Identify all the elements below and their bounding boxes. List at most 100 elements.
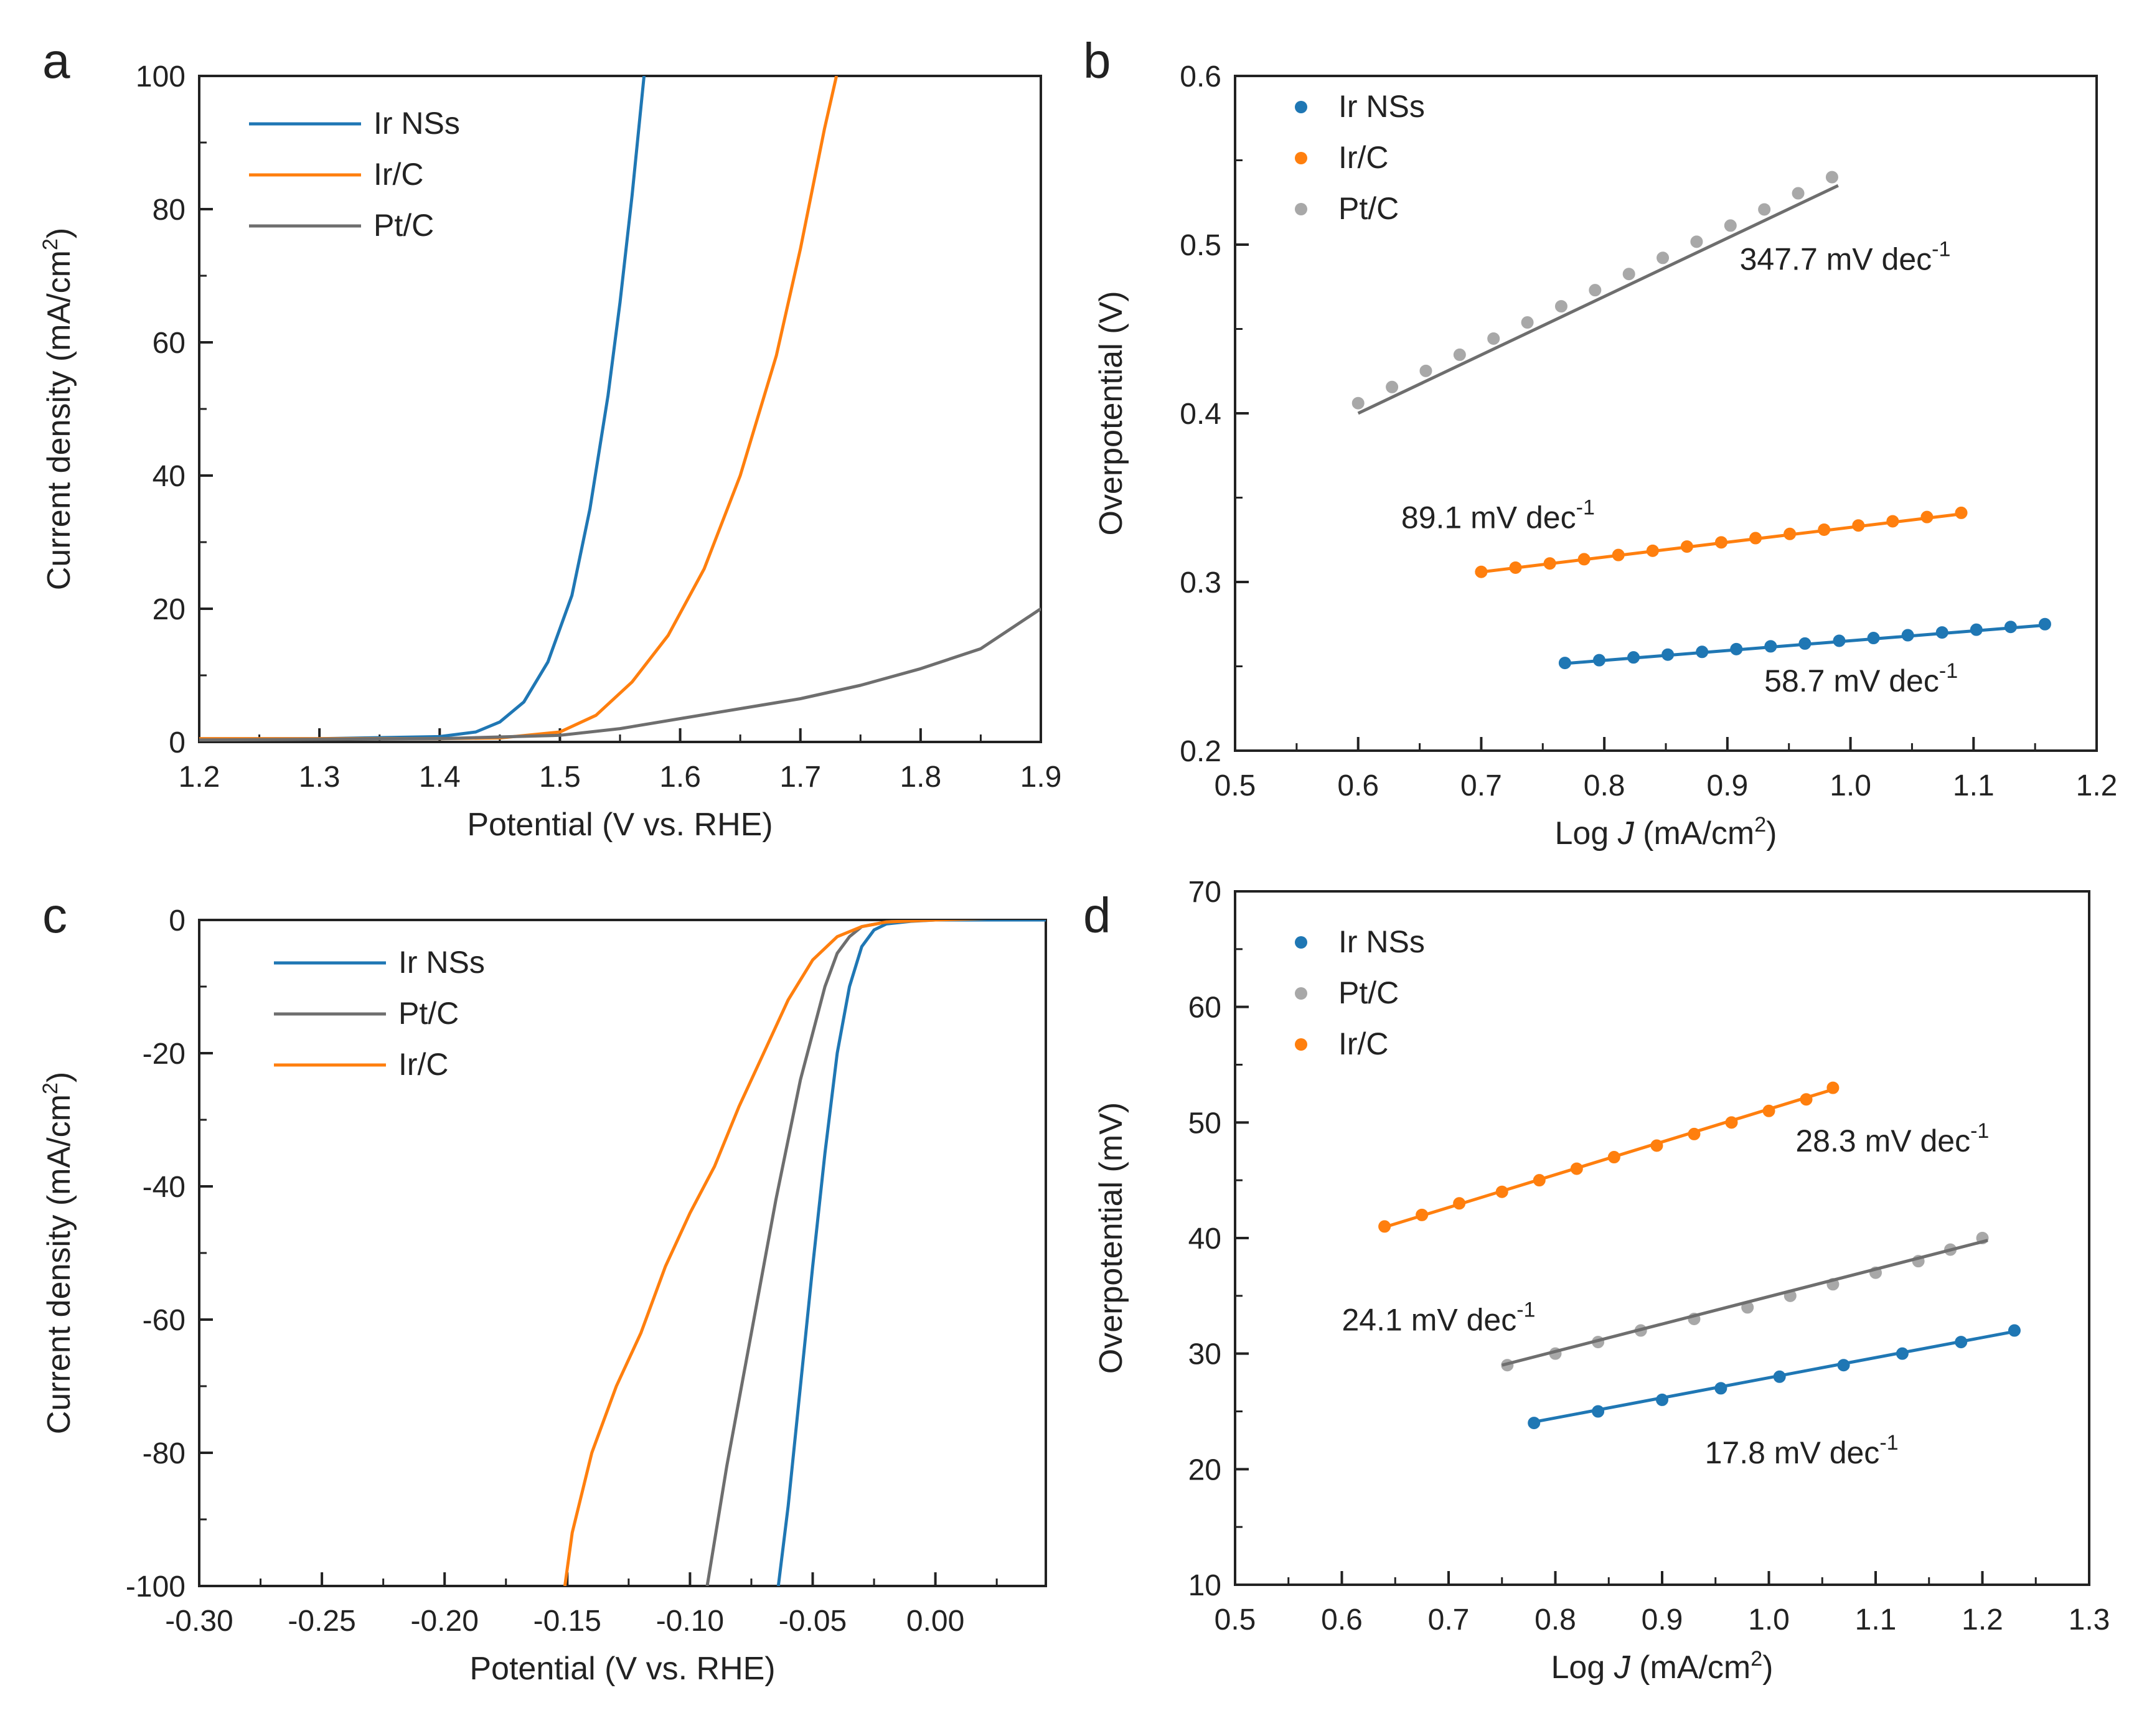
y-tick-label: 40 [1188, 1222, 1221, 1255]
series-line-pt-c [199, 607, 1041, 742]
y-tick-label: -20 [143, 1038, 186, 1071]
x-tick-label: 1.6 [659, 761, 701, 794]
x-tick-label: 1.2 [2076, 769, 2118, 802]
x-tick-label: -0.10 [656, 1605, 724, 1638]
data-point-pt-c [1418, 363, 1434, 378]
legend-label: Ir/C [1338, 1026, 1389, 1061]
x-tick-label: 0.7 [1460, 769, 1502, 802]
data-point-pt-c [1553, 299, 1569, 314]
y-axis-label-part: Current density (mA/cm [41, 1094, 77, 1434]
y-tick-label: -100 [126, 1570, 186, 1603]
fit-line-ir-nss [1561, 623, 2048, 665]
legend-label: Pt/C [374, 208, 434, 243]
x-tick-label: 1.9 [1020, 761, 1062, 794]
legend-label: Pt/C [1338, 975, 1399, 1010]
x-tick-label: 1.0 [1748, 1603, 1790, 1636]
legend-label: Ir NSs [1338, 924, 1425, 959]
data-layer [1350, 169, 2052, 671]
x-tick-label: -0.25 [288, 1605, 355, 1638]
y-axis-label-part: ) [41, 228, 77, 238]
x-tick-label: 1.4 [419, 761, 461, 794]
data-point-pt-c [1757, 202, 1772, 217]
y-axis-label-part: ) [41, 1072, 77, 1082]
y-tick-label: 100 [136, 60, 186, 93]
slope-annotation-text: 28.3 mV dec [1795, 1124, 1970, 1158]
x-tick-label: 1.3 [2069, 1603, 2110, 1636]
x-axis-label-part: 2 [1754, 813, 1766, 837]
x-tick-label: 0.8 [1584, 769, 1625, 802]
y-tick-label: 40 [153, 460, 186, 493]
y-axis-label: Overpotential (mV) [1093, 1102, 1129, 1374]
legend-swatch [1295, 152, 1307, 164]
x-tick-label: 0.00 [906, 1605, 964, 1638]
y-tick-label: 0 [169, 726, 186, 759]
x-tick-label: -0.30 [165, 1605, 233, 1638]
data-point-pt-c [1486, 331, 1502, 346]
y-axis-label-part: Current density (mA/cm [41, 250, 77, 590]
fit-line-pt-c [1357, 184, 1839, 415]
x-axis-label-part: (mA/cm [1630, 1649, 1751, 1686]
y-tick-label: -40 [143, 1171, 186, 1204]
y-tick-label: 30 [1188, 1338, 1221, 1371]
x-tick-label: 1.3 [299, 761, 341, 794]
series-line-ir-c [563, 920, 988, 1586]
y-tick-label: 0.4 [1180, 398, 1221, 431]
series-line-ir-nss [199, 76, 646, 741]
legend-swatch [1295, 101, 1307, 113]
x-axis-label-part: ) [1762, 1649, 1773, 1686]
data-point-pt-c [1520, 315, 1535, 331]
x-tick-label: 1.7 [779, 761, 821, 794]
slope-annotation-text: 58.7 mV dec [1764, 664, 1939, 698]
x-tick-label: 0.9 [1706, 769, 1748, 802]
x-axis-label-part: ) [1766, 815, 1777, 852]
data-point-pt-c [1621, 266, 1637, 282]
y-axis-label-part: 2 [39, 238, 62, 250]
y-tick-label: 20 [1188, 1453, 1221, 1486]
y-axis-label-part: 2 [39, 1082, 62, 1094]
legend-label: Ir NSs [1338, 89, 1425, 124]
slope-annotation-sup: -1 [1970, 1119, 1989, 1143]
y-axis-label: Current density (mA/cm2) [39, 228, 77, 590]
slope-annotation-text: 89.1 mV dec [1401, 500, 1576, 535]
y-tick-label: -80 [143, 1437, 186, 1470]
x-tick-label: -0.20 [410, 1605, 478, 1638]
panel-c: c -0.30 -0.25 -0.20 -0.15 -0.10 -0.05 0.00 -100 -… [39, 888, 1047, 1687]
x-tick-label: 0.8 [1534, 1603, 1576, 1636]
legend-swatch [1295, 203, 1307, 215]
y-tick-label: 0.2 [1180, 735, 1221, 768]
plot-frame [198, 919, 1047, 1587]
x-axis-label-part: J [1617, 815, 1635, 852]
y-axis-label: Overpotential (V) [1093, 291, 1129, 535]
slope-annotation-sup: -1 [1932, 238, 1950, 261]
legend-label: Ir/C [398, 1047, 449, 1082]
slope-annotation: 347.7 mV dec-1 [1740, 238, 1951, 277]
x-tick-label: 0.7 [1428, 1603, 1470, 1636]
data-point-pt-c [1790, 185, 1806, 201]
slope-annotation: 28.3 mV dec-1 [1795, 1119, 1989, 1158]
fit-line-ir-nss [1528, 1329, 2020, 1425]
y-tick-label: 0.6 [1180, 60, 1221, 93]
panel-letter: d [1083, 888, 1111, 943]
x-tick-label: 1.8 [900, 761, 941, 794]
legend-label: Ir/C [374, 157, 424, 192]
slope-annotation-text: 347.7 mV dec [1740, 242, 1932, 277]
x-tick-label: -0.05 [779, 1605, 847, 1638]
legend-label: Ir NSs [398, 945, 485, 980]
slope-annotation: 89.1 mV dec-1 [1401, 495, 1595, 535]
x-axis-label-part: Log [1555, 815, 1618, 852]
slope-annotation: 58.7 mV dec-1 [1764, 659, 1958, 698]
slope-annotation: 24.1 mV dec-1 [1342, 1298, 1536, 1338]
series-line-ir-nss [776, 920, 1046, 1586]
slope-annotation-text: 17.8 mV dec [1705, 1435, 1880, 1470]
slope-annotation-text: 24.1 mV dec [1342, 1303, 1517, 1338]
y-tick-label: 0.5 [1180, 229, 1221, 262]
fit-line-ir-c [1378, 1086, 1839, 1231]
y-tick-label: 60 [153, 327, 186, 360]
x-tick-label: 0.6 [1321, 1603, 1363, 1636]
x-tick-label: 1.0 [1830, 769, 1871, 802]
data-point-pt-c [1384, 379, 1400, 395]
x-tick-label: 0.5 [1215, 769, 1256, 802]
legend-label: Pt/C [398, 996, 459, 1031]
x-tick-label: 1.1 [1855, 1603, 1897, 1636]
slope-annotation-sup: -1 [1576, 495, 1595, 519]
